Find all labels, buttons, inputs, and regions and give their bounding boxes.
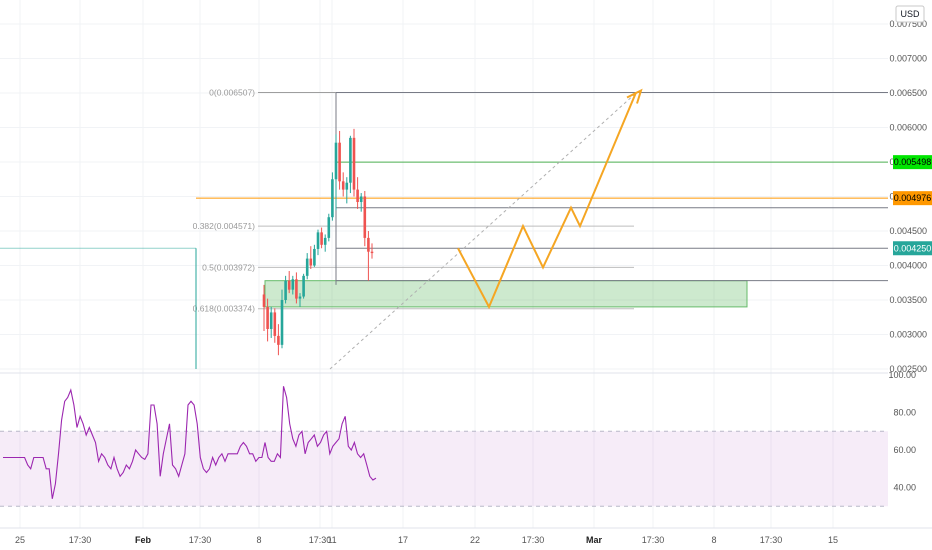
- price-badge-label: 0.005498: [894, 157, 932, 167]
- support-zone-rect: [264, 280, 748, 308]
- candle-body: [266, 306, 269, 329]
- candle-body: [367, 237, 370, 252]
- price-tick-label: 0.003500: [889, 295, 927, 305]
- fib-level-label: 0.5(0.003972): [202, 262, 255, 272]
- candle-body: [298, 296, 302, 299]
- time-tick-label: 15: [828, 535, 838, 545]
- price-badges: 0.005498 0.004976 0.004250: [893, 155, 932, 256]
- price-badge: [893, 241, 932, 256]
- time-tick-label: 17:30: [642, 535, 665, 545]
- candle-body: [295, 279, 298, 299]
- price-tick-label: 0.004000: [889, 261, 927, 271]
- candle-body: [280, 300, 284, 345]
- price-badge-label: 0.004250: [894, 243, 932, 253]
- time-tick-label: Mar: [586, 535, 603, 545]
- candle-body: [363, 196, 367, 238]
- candle-body: [338, 142, 341, 182]
- candle-body: [316, 232, 320, 249]
- candle-body: [305, 258, 309, 276]
- candle-body: [309, 258, 313, 266]
- time-tick-label: 17:30: [309, 535, 332, 545]
- currency-box[interactable]: [895, 5, 925, 23]
- candle-body: [345, 182, 349, 190]
- fib-level-label: 0(0.006507): [209, 88, 255, 98]
- fib-trend-line: [329, 92, 637, 370]
- candle-body: [323, 237, 327, 245]
- projection-line: [457, 92, 637, 310]
- currency-text: USD: [900, 9, 920, 19]
- candle-body: [269, 312, 273, 329]
- candle-body: [352, 137, 356, 190]
- support-zone[interactable]: [264, 280, 748, 308]
- price-badge: [893, 155, 932, 170]
- fib-level-label: 0.382(0.004571): [193, 221, 256, 231]
- projection-arrowhead: [626, 88, 643, 104]
- candle-body: [356, 189, 359, 203]
- time-tick-label: 17:30: [189, 535, 212, 545]
- price-tick-label: 0.004500: [889, 226, 927, 236]
- time-tick-label: 22: [470, 535, 480, 545]
- time-tick-label: 25: [15, 535, 25, 545]
- rsi-line: [3, 386, 377, 499]
- projection-path[interactable]: [457, 88, 643, 310]
- rsi-band: [0, 430, 888, 507]
- candle-body: [273, 312, 277, 336]
- candle-body: [370, 251, 374, 254]
- candle-body: [313, 248, 316, 266]
- candle-body: [341, 181, 345, 190]
- candle-body: [327, 217, 331, 238]
- candle-body: [334, 142, 338, 180]
- fibonacci-retracement[interactable]: 0(0.006507) 0.382(0.004571) 0.5(0.003972) 0…: [0, 88, 637, 370]
- fib-level-label: 0.618(0.003374): [193, 304, 256, 314]
- price-tick-label: 0.006000: [889, 123, 927, 133]
- price-tick-label: 0.007500: [889, 19, 927, 29]
- price-badge-label: 0.004976: [894, 193, 932, 203]
- time-tick-label: 17: [398, 535, 408, 545]
- candle-body: [320, 232, 323, 245]
- candle-body: [262, 294, 266, 307]
- rsi-indicator: [3, 386, 377, 499]
- price-tick-label: 0.002500: [889, 364, 927, 374]
- rsi-tick-label: 40.00: [893, 483, 916, 493]
- rsi-band-fill: [0, 431, 888, 507]
- price-tick-label: 0.003000: [889, 330, 927, 340]
- rsi-tick-label: 80.00: [893, 408, 916, 418]
- time-tick-label: 11: [327, 535, 336, 545]
- price-tick-label: 0.006500: [889, 88, 927, 98]
- time-tick-label: 17:30: [69, 535, 92, 545]
- candle-body: [302, 275, 305, 297]
- price-tick-label: 0.007000: [889, 54, 927, 64]
- rsi-tick-label: 60.00: [893, 445, 916, 455]
- candle-body: [349, 137, 352, 183]
- candle-body: [291, 279, 295, 290]
- candle-body: [284, 280, 287, 300]
- candlestick-series: [262, 128, 374, 356]
- price-badge: [893, 191, 932, 206]
- time-tick-label: 8: [711, 535, 716, 545]
- time-tick-label: Feb: [135, 535, 152, 545]
- candle-body: [287, 280, 291, 290]
- time-tick-label: 8: [256, 535, 261, 545]
- time-tick-label: 17:30: [760, 535, 783, 545]
- candle-body: [277, 335, 280, 345]
- time-tick-label: 17:30: [522, 535, 545, 545]
- candle-body: [331, 179, 334, 218]
- rsi-tick-label: 100.00: [888, 370, 916, 380]
- currency-label[interactable]: USD: [895, 5, 925, 23]
- candle-body: [359, 196, 363, 203]
- horizontal-lines[interactable]: [196, 92, 888, 282]
